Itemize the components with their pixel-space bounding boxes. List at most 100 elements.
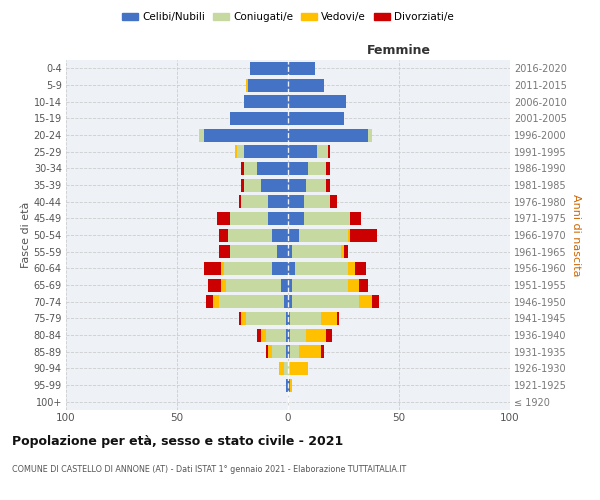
Bar [230, 245, 277, 258]
Bar [306, 178, 326, 192]
Bar [355, 262, 366, 275]
Bar [322, 312, 337, 325]
Bar [326, 328, 332, 342]
Bar [248, 78, 288, 92]
Bar [212, 295, 219, 308]
Bar [266, 328, 286, 342]
Bar [328, 145, 330, 158]
Bar [288, 145, 317, 158]
Bar [290, 362, 308, 375]
Bar [299, 345, 322, 358]
Bar [203, 262, 221, 275]
Text: COMUNE DI CASTELLO DI ANNONE (AT) - Dati ISTAT 1° gennaio 2021 - Elaborazione TU: COMUNE DI CASTELLO DI ANNONE (AT) - Dati… [12, 465, 406, 474]
Bar [272, 345, 286, 358]
Bar [288, 245, 292, 258]
Bar [348, 278, 359, 291]
Bar [299, 228, 348, 241]
Bar [219, 228, 228, 241]
Bar [290, 345, 299, 358]
Bar [288, 228, 299, 241]
Bar [286, 378, 288, 392]
Bar [288, 378, 290, 392]
Bar [288, 195, 304, 208]
Bar [348, 262, 355, 275]
Bar [230, 112, 288, 125]
Bar [368, 128, 373, 141]
Bar [272, 228, 288, 241]
Bar [290, 328, 306, 342]
Bar [288, 262, 295, 275]
Bar [203, 128, 288, 141]
Bar [348, 228, 350, 241]
Bar [304, 212, 350, 225]
Bar [330, 195, 337, 208]
Bar [343, 245, 348, 258]
Bar [359, 295, 373, 308]
Bar [277, 245, 288, 258]
Legend: Celibi/Nubili, Coniugati/e, Vedovi/e, Divorziati/e: Celibi/Nubili, Coniugati/e, Vedovi/e, Di… [118, 8, 458, 26]
Bar [288, 95, 346, 108]
Bar [224, 262, 272, 275]
Bar [221, 262, 224, 275]
Text: Femmine: Femmine [367, 44, 431, 57]
Bar [250, 62, 288, 75]
Bar [288, 278, 292, 291]
Bar [295, 262, 348, 275]
Bar [262, 178, 288, 192]
Bar [292, 245, 341, 258]
Bar [292, 278, 348, 291]
Bar [317, 145, 328, 158]
Bar [341, 245, 343, 258]
Bar [239, 195, 241, 208]
Bar [284, 295, 288, 308]
Bar [288, 212, 304, 225]
Bar [288, 162, 308, 175]
Bar [241, 312, 246, 325]
Bar [322, 345, 323, 358]
Y-axis label: Fasce di età: Fasce di età [20, 202, 31, 268]
Bar [306, 328, 326, 342]
Bar [308, 162, 326, 175]
Bar [208, 278, 221, 291]
Bar [235, 145, 237, 158]
Bar [219, 295, 284, 308]
Bar [288, 362, 290, 375]
Bar [244, 178, 262, 192]
Bar [268, 195, 288, 208]
Bar [221, 278, 226, 291]
Y-axis label: Anni di nascita: Anni di nascita [571, 194, 581, 276]
Bar [257, 162, 288, 175]
Bar [219, 245, 230, 258]
Bar [286, 328, 288, 342]
Bar [292, 295, 359, 308]
Bar [286, 312, 288, 325]
Bar [286, 345, 288, 358]
Bar [241, 195, 268, 208]
Bar [268, 345, 272, 358]
Bar [288, 62, 314, 75]
Bar [350, 212, 361, 225]
Bar [246, 78, 248, 92]
Bar [304, 195, 330, 208]
Bar [326, 178, 330, 192]
Bar [373, 295, 379, 308]
Bar [217, 212, 230, 225]
Bar [279, 362, 284, 375]
Bar [288, 312, 290, 325]
Bar [199, 128, 203, 141]
Bar [288, 328, 290, 342]
Bar [268, 212, 288, 225]
Bar [237, 145, 244, 158]
Bar [288, 345, 290, 358]
Bar [288, 128, 368, 141]
Text: Popolazione per età, sesso e stato civile - 2021: Popolazione per età, sesso e stato civil… [12, 435, 343, 448]
Bar [244, 95, 288, 108]
Bar [239, 312, 241, 325]
Bar [326, 162, 330, 175]
Bar [359, 278, 368, 291]
Bar [284, 362, 288, 375]
Bar [241, 178, 244, 192]
Bar [244, 162, 257, 175]
Bar [281, 278, 288, 291]
Bar [241, 162, 244, 175]
